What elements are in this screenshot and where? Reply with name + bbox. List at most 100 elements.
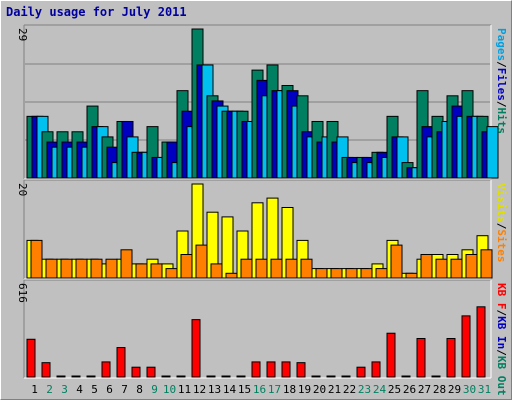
bar-kb-f-day-13 [206,375,216,378]
bar-sites-day-1 [30,239,43,279]
day-label-5: 5 [91,383,98,396]
day-label-29: 29 [448,383,461,396]
bar-sites-day-9 [150,263,163,279]
bar-kb-f-day-20 [311,375,321,378]
bar-sites-day-11 [180,254,193,279]
bar-kb-f-day-19 [296,362,306,378]
bar-sites-day-12 [195,244,208,279]
day-label-21: 21 [328,383,341,396]
bar-sites-day-4 [75,258,88,279]
bar-sites-day-30 [465,254,478,279]
bar-sites-day-15 [240,258,253,279]
bar-kb-f-day-18 [281,361,291,378]
day-label-1: 1 [31,383,38,396]
day-label-30: 30 [463,383,476,396]
bar-kb-f-day-10 [161,375,171,378]
bar-kb-f-day-31 [476,306,486,378]
day-label-24: 24 [373,383,387,396]
bar-sites-day-16 [255,258,268,279]
bar-sites-day-8 [135,263,148,279]
day-label-6: 6 [106,383,113,396]
bar-sites-day-31 [480,249,493,279]
bar-sites-day-2 [45,258,58,279]
day-label-28: 28 [433,383,446,396]
bar-kb-f-day-30 [461,315,471,378]
bar-kb-f-day-21 [326,375,336,378]
panel-2-legend: Visits/Sites [495,183,508,263]
legend-entry: Files [495,68,508,101]
panel-2-max-label: 20 [16,183,29,196]
day-label-27: 27 [418,383,431,396]
bar-visits-day-14 [221,216,234,279]
chart-title: Daily usage for July 2011 [6,5,187,19]
day-label-14: 14 [223,383,237,396]
bar-sites-day-14 [225,272,238,279]
bar-sites-day-13 [210,263,223,279]
bar-sites-day-29 [450,258,463,279]
bar-kb-f-day-27 [416,338,426,378]
bar-kb-f-day-12 [191,319,201,378]
panel-3-max-label: 616 [16,283,29,303]
day-label-25: 25 [388,383,401,396]
day-label-16: 16 [253,383,266,396]
day-label-3: 3 [61,383,68,396]
bar-sites-day-17 [270,258,283,279]
bar-sites-day-25 [390,244,403,279]
day-label-19: 19 [298,383,311,396]
bar-kb-f-day-24 [371,361,381,378]
day-label-2: 2 [46,383,53,396]
day-label-11: 11 [178,383,191,396]
bar-kb-f-day-2 [41,362,51,378]
panel-3-legend: KB F/KB In/KB Out [495,283,508,396]
day-label-7: 7 [121,383,128,396]
day-label-17: 17 [268,383,281,396]
bar-kb-f-day-17 [266,361,276,378]
legend-entry: / [495,61,508,68]
bar-sites-day-24 [375,268,388,279]
bar-sites-day-20 [315,268,328,279]
legend-entry: Visits [495,183,508,223]
bar-kb-f-day-11 [176,375,186,378]
bar-sites-day-23 [360,268,373,279]
day-label-26: 26 [403,383,416,396]
bar-kb-f-day-1 [26,338,36,378]
legend-entry: KB Out [495,356,508,396]
day-label-23: 23 [358,383,371,396]
bar-kb-f-day-3 [56,375,66,378]
day-label-12: 12 [193,383,206,396]
day-label-31: 31 [478,383,491,396]
legend-entry: Pages [495,28,508,61]
bar-pages-day-31 [486,126,499,179]
day-label-10: 10 [163,383,176,396]
legend-entry: Hits [495,108,508,135]
bar-sites-day-27 [420,254,433,279]
bar-sites-day-26 [405,272,418,279]
legend-entry: KB F [495,283,508,310]
bar-kb-f-day-7 [116,347,126,378]
bar-sites-day-28 [435,258,448,279]
bar-kb-f-day-15 [236,375,246,378]
legend-entry: KB In [495,316,508,349]
bar-kb-f-day-8 [131,366,141,378]
day-label-20: 20 [313,383,326,396]
day-label-22: 22 [343,383,356,396]
day-label-8: 8 [136,383,143,396]
day-label-4: 4 [76,383,83,396]
bar-kb-f-day-29 [446,338,456,378]
panel-1-max-label: 29 [16,28,29,41]
bar-kb-f-day-23 [356,366,366,378]
bar-sites-day-10 [165,268,178,279]
bar-sites-day-22 [345,268,358,279]
bar-kb-f-day-6 [101,361,111,378]
bar-sites-day-18 [285,258,298,279]
day-label-13: 13 [208,383,221,396]
bar-sites-day-5 [90,258,103,279]
day-label-9: 9 [151,383,158,396]
day-label-18: 18 [283,383,296,396]
bar-kb-f-day-28 [431,375,441,378]
legend-entry: / [495,101,508,108]
legend-entry: Sites [495,229,508,262]
bar-kb-f-day-5 [86,375,96,378]
bar-sites-day-7 [120,249,133,279]
